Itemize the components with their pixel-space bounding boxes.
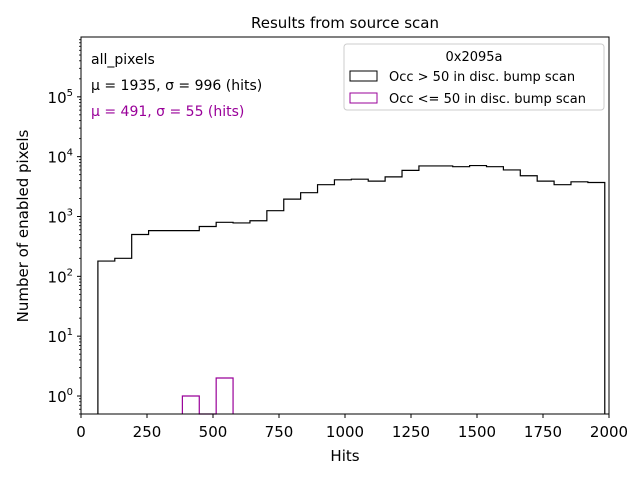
legend-swatch-black [349,70,378,82]
series-0-bin [368,181,385,414]
series-0-bin [284,199,301,414]
legend-entry-purple: Occ <= 50 in disc. bump scan [389,92,586,107]
series-0-bin [503,170,520,414]
x-axis-label: Hits [330,447,359,465]
y-tick-label: 105 [48,88,73,107]
series-0-bin [487,167,504,414]
series-0-bin [419,166,436,414]
y-tick-label: 101 [48,327,73,346]
series-1-bin [182,396,199,414]
legend-title: 0x2095a [445,50,502,65]
x-tick-label: 1750 [524,423,562,441]
series-0-bin [351,179,368,414]
annotation-stats-purple: μ = 491, σ = 55 (hits) [91,104,244,120]
series-0-bin [571,182,588,414]
x-tick-label: 1000 [326,423,364,441]
series-0-bin [334,180,351,414]
x-tick-label: 1500 [458,423,496,441]
series-0-bin [165,231,182,414]
series-0-bin [233,223,250,414]
series-0-bin [115,258,132,414]
annotation-stats-black: μ = 1935, σ = 996 (hits) [91,78,262,94]
chart-title: Results from source scan [251,14,439,32]
series-0-bin [385,177,402,414]
series-0-bin [301,193,318,414]
series-0-bin [453,167,470,414]
annotation-label: all_pixels [91,52,155,68]
series-0-bin [436,166,453,414]
y-tick-label: 100 [48,387,73,406]
series-0-bin [182,231,199,414]
series-0-bin [402,170,419,414]
x-tick-label: 0 [76,423,86,441]
legend-entry-black: Occ > 50 in disc. bump scan [389,70,575,85]
series-0-bin [588,182,605,414]
y-tick-label: 104 [48,148,73,167]
plot-frame [80,36,610,415]
series-0-bin [132,235,149,414]
legend-swatch-purple [349,92,378,104]
legend-box [343,43,605,111]
series-0 [97,164,606,414]
x-tick-label: 1250 [392,423,430,441]
series-0-bin [98,261,115,414]
series-0-bin [318,185,335,414]
ticks-layer: 0 250 500 750 1000 1250 1500 1750 2000 100 101 102 1… [48,39,628,441]
series-layer [97,164,606,415]
y-tick-label: 103 [48,207,73,226]
series-0-bin [250,221,267,414]
y-axis-label: Number of enabled pixels [14,129,32,322]
x-tick-label: 500 [199,423,228,441]
series-1-bin [216,378,233,414]
series-0-bin [520,176,537,414]
series-0-bin [537,181,554,414]
series-0-bin [267,211,284,414]
x-tick-label: 750 [265,423,294,441]
series-0-bin [554,185,571,414]
x-tick-label: 250 [133,423,162,441]
series-0-bin [470,166,487,414]
legend: 0x2095a Occ > 50 in disc. bump scan Occ … [343,43,605,111]
series-0-bin [199,227,216,414]
series-0-bin [149,231,166,414]
series-0-step-line [97,164,606,414]
y-tick-label: 102 [48,267,73,286]
x-tick-label: 2000 [590,423,628,441]
